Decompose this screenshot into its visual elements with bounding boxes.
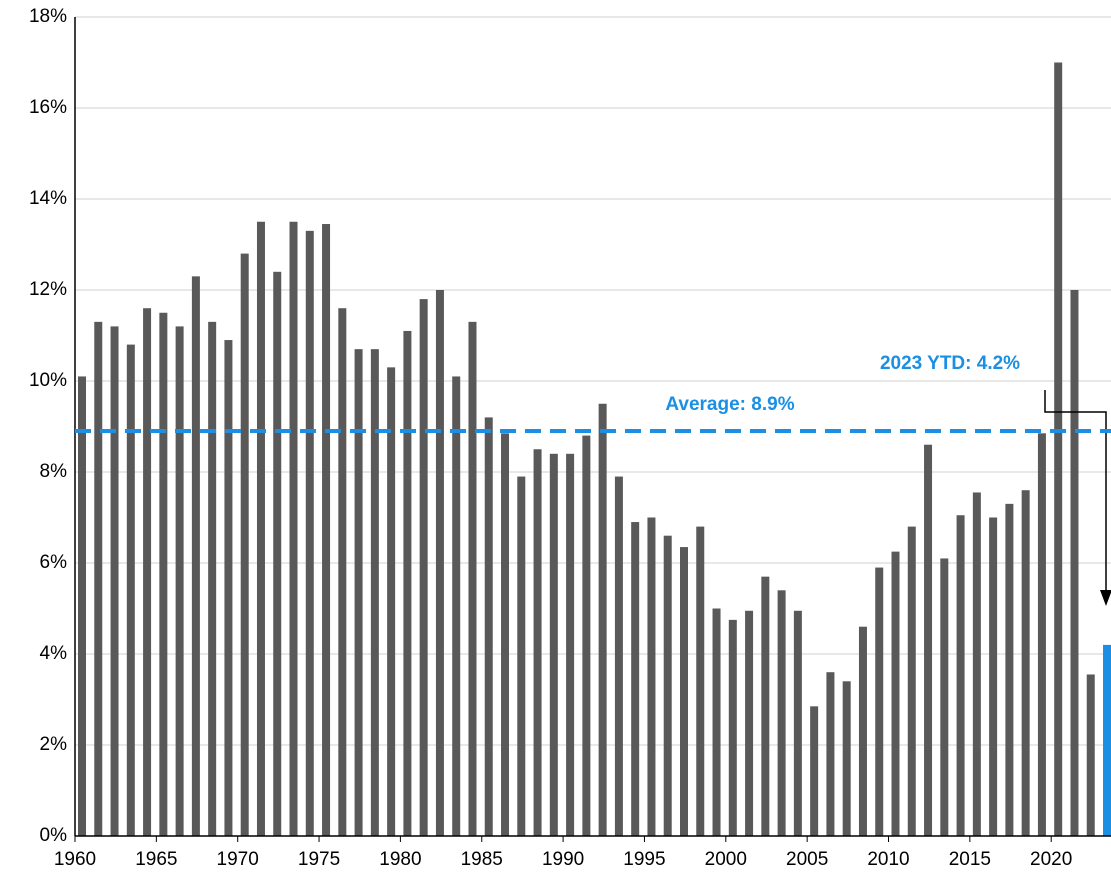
bar <box>1086 674 1095 836</box>
x-tick-label: 2005 <box>786 849 828 870</box>
x-tick-label: 2015 <box>949 849 991 870</box>
bar <box>614 476 623 836</box>
bar <box>403 330 412 836</box>
y-tick-label: 14% <box>29 188 67 209</box>
y-tick-label: 18% <box>29 6 67 27</box>
x-tick-label: 1965 <box>135 849 177 870</box>
bar <box>338 308 347 836</box>
bar <box>566 453 575 836</box>
bar <box>956 515 965 836</box>
bar <box>468 321 477 837</box>
average-label: Average: 8.9% <box>665 394 794 415</box>
bar <box>175 326 184 836</box>
bar <box>273 271 282 836</box>
bar <box>989 517 998 836</box>
bar <box>793 610 802 836</box>
bar <box>419 299 428 837</box>
bar <box>143 308 152 836</box>
bar <box>435 290 444 836</box>
annotation-arrow <box>1044 390 1107 592</box>
bar <box>387 367 396 836</box>
bar <box>663 535 672 836</box>
y-tick-label: 12% <box>29 279 67 300</box>
bar <box>126 344 135 836</box>
y-tick-label: 2% <box>40 734 68 755</box>
bar <box>1021 490 1030 836</box>
bar <box>533 449 542 836</box>
bar <box>761 576 770 836</box>
bar <box>826 672 835 836</box>
bar <box>78 376 86 836</box>
bar <box>696 526 705 836</box>
x-tick-label: 1990 <box>542 849 584 870</box>
bar <box>842 681 851 836</box>
bar <box>289 221 298 836</box>
bar <box>582 435 591 836</box>
bar <box>940 558 949 836</box>
ytd-annotation: 2023 YTD: 4.2% <box>880 353 1020 374</box>
bar <box>208 321 217 837</box>
bar <box>1103 644 1111 836</box>
x-tick-label: 1960 <box>54 849 96 870</box>
bar <box>858 626 867 836</box>
bar <box>679 547 688 836</box>
bar <box>972 492 981 836</box>
bar <box>549 453 558 836</box>
bar <box>517 476 526 836</box>
bar <box>924 444 933 836</box>
x-tick-label: 2000 <box>705 849 747 870</box>
bar <box>1037 433 1046 836</box>
bar <box>452 376 461 836</box>
y-tick-label: 6% <box>40 552 68 573</box>
bar <box>875 567 884 836</box>
bar <box>728 619 737 836</box>
bar <box>240 253 249 837</box>
bar <box>777 590 786 836</box>
bar <box>631 522 640 836</box>
bar <box>484 417 493 836</box>
bar <box>647 517 656 836</box>
bar <box>256 221 265 836</box>
bar <box>745 610 754 836</box>
bar <box>354 349 363 836</box>
y-tick-label: 10% <box>29 370 67 391</box>
x-tick-label: 2010 <box>867 849 909 870</box>
y-tick-label: 4% <box>40 643 68 664</box>
x-tick-label: 1980 <box>379 849 421 870</box>
bar <box>322 224 331 836</box>
bar <box>370 349 379 836</box>
y-tick-label: 0% <box>40 825 68 846</box>
bar <box>224 340 233 836</box>
x-tick-label: 1995 <box>623 849 665 870</box>
bar <box>159 312 168 836</box>
y-tick-label: 8% <box>40 461 68 482</box>
bar <box>1005 503 1014 836</box>
bar <box>712 608 721 836</box>
x-tick-label: 1985 <box>461 849 503 870</box>
bar <box>907 526 916 836</box>
bar <box>891 551 900 836</box>
bar <box>598 403 607 836</box>
bar <box>1054 62 1063 836</box>
bar <box>810 706 819 836</box>
x-tick-label: 1975 <box>298 849 340 870</box>
bars <box>78 62 1111 837</box>
bar <box>191 276 200 837</box>
arrow-head <box>1100 590 1111 606</box>
x-tick-label: 2020 <box>1030 849 1072 870</box>
x-tick-label: 1970 <box>217 849 259 870</box>
y-tick-label: 16% <box>29 97 67 118</box>
bar <box>94 321 103 837</box>
bar <box>110 326 119 836</box>
bar <box>501 433 510 836</box>
bar <box>1070 290 1079 836</box>
bar <box>305 230 314 837</box>
